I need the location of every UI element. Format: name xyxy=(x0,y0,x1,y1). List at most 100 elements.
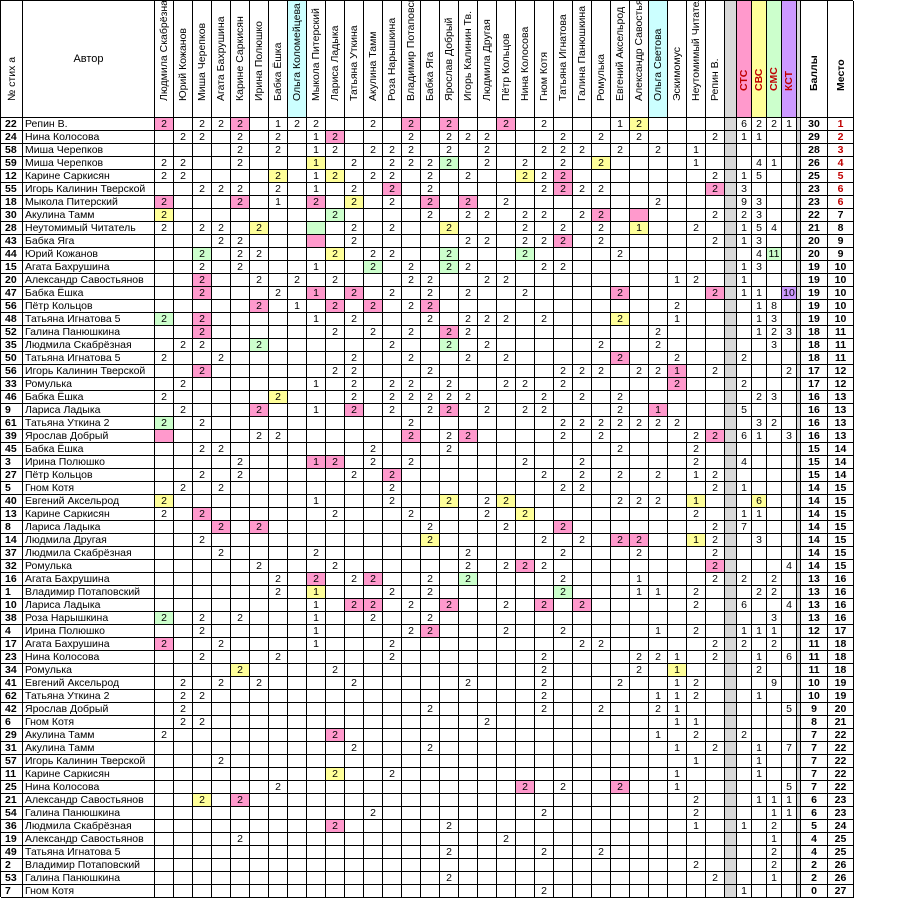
row-place: 12 xyxy=(828,378,854,391)
row-author: Карине Саркисян xyxy=(23,768,155,781)
stat-cell: 7 xyxy=(737,521,752,534)
vote-cell xyxy=(440,287,459,300)
row-score: 2 xyxy=(801,872,828,885)
vote-cell xyxy=(155,859,174,872)
row-place: 15 xyxy=(828,521,854,534)
vote-cell: 2 xyxy=(421,209,440,222)
vote-cell xyxy=(497,664,516,677)
stat-cell: 2 xyxy=(752,664,767,677)
separator-cell xyxy=(725,677,737,690)
vote-cell: 2 xyxy=(155,729,174,742)
vote-cell: 2 xyxy=(497,625,516,638)
vote-cell: 2 xyxy=(155,417,174,430)
row-score: 26 xyxy=(801,157,828,170)
separator-cell xyxy=(797,859,801,872)
stat-cell xyxy=(737,833,752,846)
row-score: 30 xyxy=(801,118,828,131)
vote-cell: 2 xyxy=(687,274,706,287)
vote-cell xyxy=(231,599,250,612)
row-score: 7 xyxy=(801,768,828,781)
vote-cell xyxy=(231,313,250,326)
vote-cell: 2 xyxy=(155,495,174,508)
vote-cell xyxy=(668,625,687,638)
row-score: 14 xyxy=(801,534,828,547)
stat-cell xyxy=(782,521,797,534)
stat-cell xyxy=(782,157,797,170)
vote-cell: 2 xyxy=(402,378,421,391)
vote-cell xyxy=(174,534,193,547)
vote-cell xyxy=(706,755,725,768)
header-voter: Александр Савостьяно xyxy=(630,1,649,118)
vote-cell xyxy=(212,495,231,508)
stat-cell: 1 xyxy=(782,807,797,820)
vote-cell xyxy=(212,781,231,794)
stat-cell: 3 xyxy=(752,209,767,222)
vote-cell: 2 xyxy=(592,703,611,716)
vote-cell xyxy=(250,846,269,859)
row-num: 1 xyxy=(1,586,23,599)
vote-cell xyxy=(421,443,440,456)
vote-cell xyxy=(459,482,478,495)
row-place: 15 xyxy=(828,495,854,508)
vote-cell xyxy=(326,625,345,638)
vote-cell xyxy=(383,820,402,833)
stat-cell xyxy=(737,157,752,170)
vote-cell xyxy=(288,170,307,183)
vote-cell xyxy=(497,846,516,859)
vote-cell xyxy=(554,287,573,300)
vote-cell: 2 xyxy=(326,508,345,521)
vote-cell xyxy=(174,729,193,742)
stat-cell xyxy=(767,274,782,287)
vote-cell xyxy=(383,612,402,625)
separator-cell xyxy=(725,196,737,209)
vote-cell xyxy=(497,768,516,781)
vote-cell xyxy=(516,482,535,495)
row-score: 7 xyxy=(801,729,828,742)
vote-cell xyxy=(535,495,554,508)
vote-cell xyxy=(383,872,402,885)
separator-cell xyxy=(725,599,737,612)
vote-cell xyxy=(687,404,706,417)
vote-cell xyxy=(231,417,250,430)
vote-cell xyxy=(668,729,687,742)
vote-cell xyxy=(706,677,725,690)
vote-cell: 2 xyxy=(364,573,383,586)
row-num: 2 xyxy=(1,859,23,872)
vote-cell: 2 xyxy=(706,534,725,547)
stat-cell xyxy=(767,170,782,183)
stat-cell: 1 xyxy=(752,131,767,144)
vote-cell xyxy=(687,521,706,534)
vote-cell xyxy=(459,755,478,768)
stat-cell xyxy=(737,846,752,859)
separator-cell xyxy=(725,482,737,495)
vote-cell: 2 xyxy=(269,573,288,586)
vote-cell: 1 xyxy=(307,287,326,300)
vote-cell xyxy=(554,794,573,807)
row-num: 54 xyxy=(1,807,23,820)
header-voter: Миша Черепков xyxy=(193,1,212,118)
vote-cell: 2 xyxy=(326,560,345,573)
vote-cell xyxy=(706,196,725,209)
vote-cell xyxy=(687,417,706,430)
vote-cell xyxy=(611,651,630,664)
vote-cell: 2 xyxy=(459,560,478,573)
header-voter: Юрий Кожанов xyxy=(174,1,193,118)
vote-cell: 2 xyxy=(269,651,288,664)
vote-cell: 2 xyxy=(402,274,421,287)
row-num: 35 xyxy=(1,339,23,352)
vote-cell: 2 xyxy=(269,144,288,157)
vote-cell xyxy=(383,430,402,443)
vote-cell xyxy=(307,820,326,833)
vote-cell xyxy=(345,534,364,547)
vote-cell: 2 xyxy=(649,144,668,157)
header-voter: Нина Колосова xyxy=(516,1,535,118)
stat-cell xyxy=(782,417,797,430)
vote-cell xyxy=(155,807,174,820)
vote-cell xyxy=(212,456,231,469)
vote-cell xyxy=(174,755,193,768)
vote-cell xyxy=(687,326,706,339)
vote-cell xyxy=(288,846,307,859)
vote-cell xyxy=(212,261,231,274)
vote-cell xyxy=(459,495,478,508)
vote-cell: 1 xyxy=(630,222,649,235)
